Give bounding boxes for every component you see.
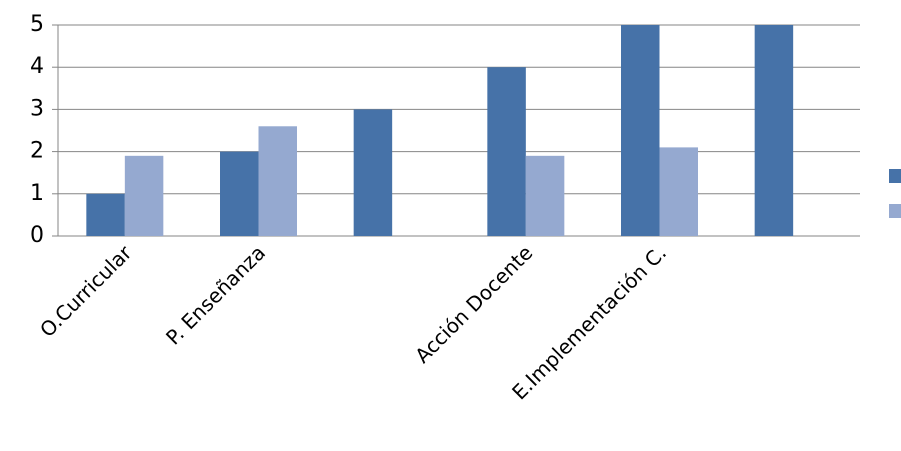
legend-swatch — [889, 169, 901, 183]
y-tick-label: 4 — [30, 54, 44, 79]
y-tick-label: 0 — [30, 223, 44, 248]
bar — [220, 151, 259, 236]
y-tick-label: 2 — [30, 139, 44, 164]
bar — [525, 155, 565, 236]
y-tick-label: 3 — [30, 96, 44, 121]
bar — [487, 67, 526, 236]
bar — [86, 193, 125, 236]
bar — [353, 109, 393, 236]
bar — [754, 25, 794, 236]
x-tick-label: P. Enseñanza — [161, 241, 270, 350]
legend-swatch — [889, 204, 901, 218]
y-tick-label: 1 — [30, 181, 44, 206]
bar — [621, 25, 660, 236]
bar — [258, 126, 297, 236]
x-tick-label: Acción Docente — [410, 241, 537, 368]
bar — [124, 155, 164, 236]
y-tick-label: 5 — [30, 12, 44, 37]
x-tick-label: E.Implementación C. — [507, 241, 671, 405]
bar — [659, 147, 698, 236]
x-tick-label: O.Curricular — [35, 240, 137, 342]
